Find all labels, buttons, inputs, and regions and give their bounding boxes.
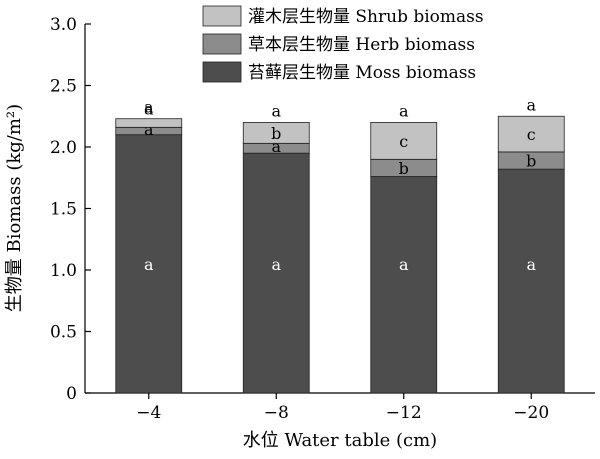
significance-letter-top: a [144, 98, 154, 117]
significance-letter: a [144, 120, 154, 139]
significance-letter: a [271, 255, 281, 274]
significance-letter: c [527, 125, 536, 144]
x-tick-label: −8 [264, 403, 289, 423]
y-axis-title: 生物量 Biomass (kg/m²) [4, 104, 25, 312]
y-tick-label: 0 [66, 384, 77, 404]
x-tick-label: −12 [386, 403, 422, 423]
x-tick-label: −4 [136, 403, 161, 423]
significance-letter: b [399, 159, 409, 178]
legend-label: 灌木层生物量 Shrub biomass [248, 7, 484, 27]
bar-segment [497, 115, 565, 153]
y-tick-label: 2.5 [50, 77, 77, 97]
significance-letter-top: a [399, 101, 409, 120]
x-tick-label: −20 [513, 403, 549, 423]
y-tick-label: 3.0 [50, 15, 77, 35]
significance-letter: c [399, 132, 408, 151]
significance-letter: b [526, 152, 536, 171]
y-tick-label: 1.0 [50, 261, 77, 281]
significance-letter: a [399, 255, 409, 274]
legend-swatch [202, 33, 242, 55]
significance-letter: b [271, 124, 281, 143]
y-tick-label: 2.0 [50, 138, 77, 158]
x-axis-title: 水位 Water table (cm) [243, 430, 437, 451]
legend-label: 草本层生物量 Herb biomass [248, 35, 475, 55]
bar-segment [370, 122, 438, 160]
significance-letter: a [144, 100, 154, 119]
bar-segment [242, 152, 310, 394]
bar-segment [370, 176, 438, 394]
legend-label: 苔藓层生物量 Moss biomass [248, 63, 476, 83]
y-tick-label: 0.5 [50, 323, 77, 343]
legend: 灌木层生物量 Shrub biomass 草本层生物量 Herb biomass 苔… [202, 5, 484, 83]
legend-swatch [202, 5, 242, 27]
bar-segment [242, 122, 310, 144]
legend-swatch [202, 61, 242, 83]
y-tick-label: 1.5 [50, 200, 77, 220]
bar-segment [497, 168, 565, 394]
significance-letter-top: a [271, 101, 281, 120]
bar-segment [115, 134, 183, 394]
bar-segment [115, 118, 183, 128]
significance-letter: a [271, 137, 281, 156]
significance-letter: a [144, 255, 154, 274]
significance-letter-top: a [526, 95, 536, 114]
significance-letter: a [526, 255, 536, 274]
plot-area: 00.51.01.52.02.53.0aaaa−4aaba−8abca−12ab… [50, 15, 595, 423]
